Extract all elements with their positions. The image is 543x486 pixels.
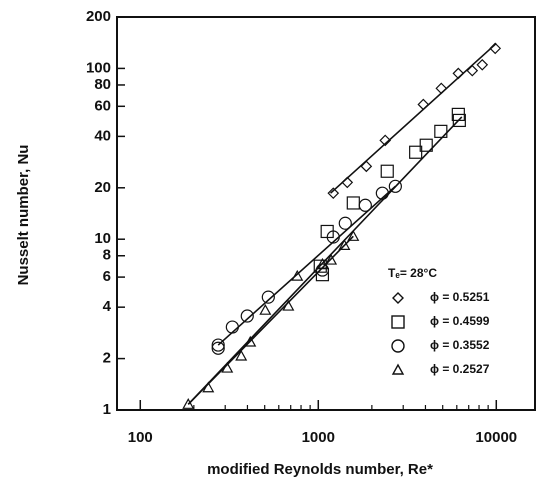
diamond-marker [476,58,489,71]
circle-marker [388,179,402,193]
x-axis-label: modified Reynolds number, Re* [207,461,433,478]
square-marker [452,113,466,128]
triangle-marker [282,299,295,311]
triangle-marker [182,398,195,409]
legend-label: ϕ = 0.4599 [430,314,490,328]
x-tick-label: 1000 [302,429,335,446]
fit-line [187,235,354,405]
y-tick-label: 60 [94,97,111,114]
diamond-marker [466,64,479,77]
triangle-marker [259,303,272,315]
y-tick-label: 200 [86,8,111,25]
legend-marker [391,339,405,353]
diamond-marker [452,67,465,80]
y-tick-label: 100 [86,59,111,76]
square-marker [380,164,394,178]
diamond-marker [341,176,354,189]
diamond-marker [417,98,430,111]
diamond-marker [379,134,392,147]
y-tick-label: 40 [94,127,111,144]
triangle-marker [202,381,215,393]
triangle-marker [325,253,338,265]
y-tick-label: 4 [103,298,112,315]
legend-marker [392,292,404,304]
circle-marker [375,186,389,200]
circle-marker [358,198,372,212]
diamond-marker [489,42,502,55]
y-tick-label: 20 [94,179,111,196]
x-tick-label: 100 [128,429,153,446]
triangle-marker [338,239,351,250]
circle-marker [211,338,225,352]
circle-marker [261,290,275,304]
fit-line [330,42,497,194]
legend-marker [391,315,405,329]
circle-marker [225,320,239,334]
legend-label: ϕ = 0.5251 [430,290,490,304]
square-marker [419,138,433,152]
legend-label: ϕ = 0.3552 [430,338,490,352]
y-tick-label: 8 [103,247,111,264]
triangle-marker [316,257,329,269]
diamond-marker [360,160,373,173]
y-tick-label: 80 [94,76,111,93]
triangle-marker [235,349,248,361]
circle-marker [315,263,330,277]
x-tick-label: 10000 [475,429,517,446]
circle-marker [338,216,352,230]
square-marker [434,124,448,138]
circle-marker [240,309,254,323]
diamond-marker [435,82,448,95]
triangle-marker [291,269,304,281]
y-tick-label: 10 [94,230,111,247]
triangle-marker [221,361,234,373]
legend-title: Tₑ= 28°C [388,266,437,280]
y-tick-label: 2 [103,350,111,367]
y-tick-label: 6 [103,268,111,285]
diamond-marker [327,187,340,200]
legend-marker [391,363,405,375]
fit-line [217,185,396,346]
circle-marker [326,230,340,244]
square-marker [409,145,423,159]
y-axis-label: Nusselt number, Nu [15,145,32,286]
legend-label: ϕ = 0.2527 [430,362,490,376]
square-marker [346,196,360,210]
circle-marker [211,341,225,355]
y-tick-label: 1 [103,401,111,418]
triangle-marker [244,335,257,347]
plot-frame [116,16,536,411]
triangle-marker [347,230,360,241]
